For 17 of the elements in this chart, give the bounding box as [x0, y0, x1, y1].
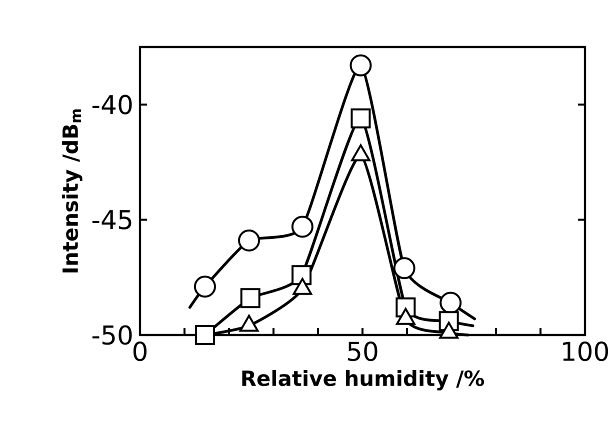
- y-axis-title: Intensity /dB$_{m}$: [62, 109, 82, 272]
- y-tick-label: -40: [92, 94, 132, 114]
- x-tick-label: 50: [348, 342, 378, 362]
- point: [238, 230, 260, 252]
- point: [350, 108, 371, 128]
- y-tick-label: -50: [92, 325, 132, 345]
- point: [291, 216, 314, 238]
- x-axis-title: Relative humidity /%: [242, 370, 484, 390]
- x-tick-label: 0: [133, 342, 147, 362]
- point: [393, 257, 416, 280]
- point: [292, 265, 312, 286]
- point: [194, 325, 215, 345]
- x-tick-label: 100: [563, 342, 608, 362]
- y-tick-label: -45: [92, 210, 132, 230]
- point: [194, 276, 216, 298]
- point: [350, 54, 372, 76]
- point: [240, 288, 260, 308]
